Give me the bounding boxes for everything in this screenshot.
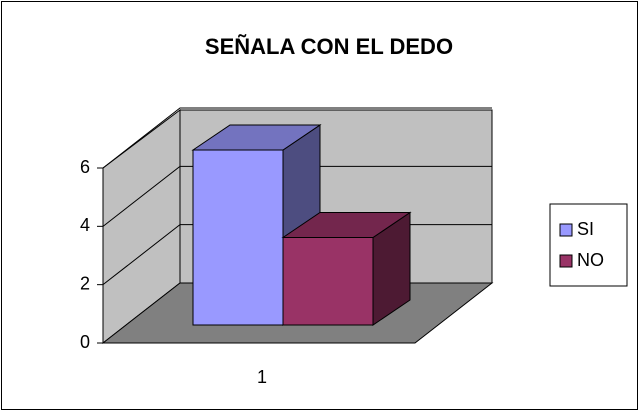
- chart-title: SEÑALA CON EL DEDO: [205, 34, 453, 59]
- grid-line: [102, 165, 492, 227]
- bar: [192, 149, 284, 326]
- legend-box: [549, 203, 628, 287]
- y-tick-label: 2: [80, 273, 90, 293]
- legend-swatch: [559, 254, 573, 268]
- y-tick-label: 4: [80, 215, 90, 235]
- legend-label: NO: [577, 250, 604, 270]
- x-tick-label: 1: [257, 367, 267, 387]
- y-tick-label: 6: [80, 157, 90, 177]
- grid-line: [102, 107, 492, 169]
- legend-label: SI: [577, 219, 594, 239]
- legend-swatch: [559, 223, 573, 237]
- y-tick-label: 0: [80, 332, 90, 352]
- bar: [282, 237, 374, 326]
